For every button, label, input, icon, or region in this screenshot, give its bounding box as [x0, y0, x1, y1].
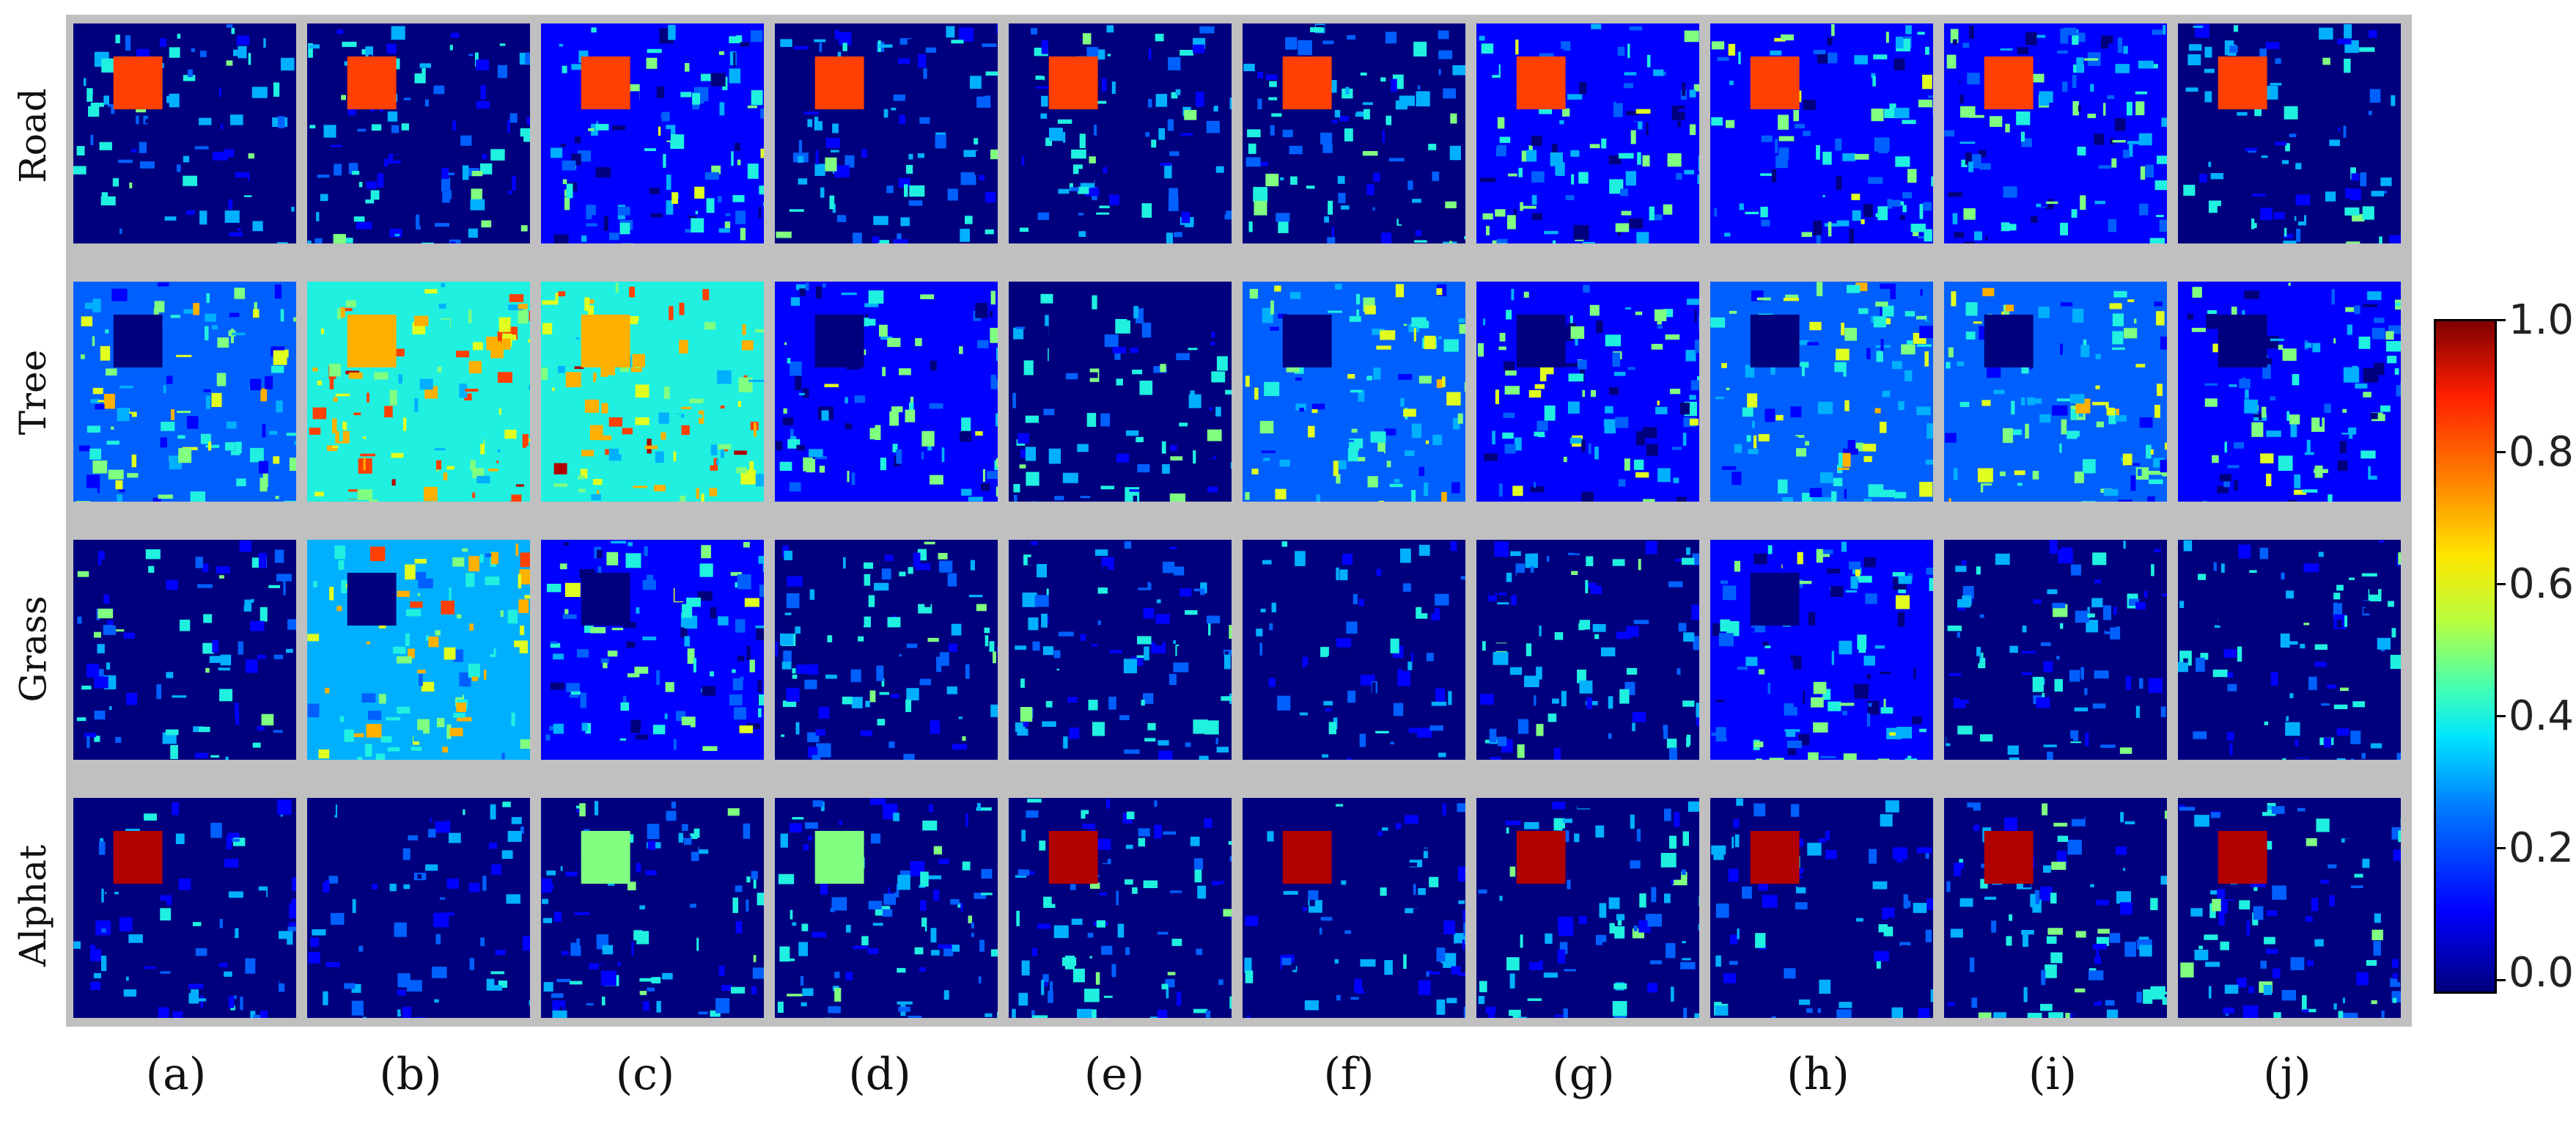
- colorbar-tick-label: 0.8: [2509, 428, 2575, 476]
- abundance-map-tile: [1476, 798, 1699, 1018]
- abundance-map-tile: [541, 540, 764, 760]
- abundance-map-tile: [1944, 23, 2167, 243]
- row-label-grass: Grass: [12, 596, 55, 703]
- column-label-a: (a): [145, 1049, 207, 1100]
- row-label-tree: Tree: [12, 349, 54, 436]
- abundance-map-tile: [1710, 23, 1933, 243]
- abundance-map-tile: [775, 798, 998, 1018]
- abundance-map-tile: [73, 23, 296, 243]
- abundance-map-tile: [307, 282, 530, 502]
- column-label-b: (b): [379, 1049, 442, 1100]
- colorbar-tick-label: 0.2: [2509, 824, 2575, 872]
- abundance-map-grid: [66, 15, 2412, 1027]
- abundance-map-tile: [1944, 540, 2167, 760]
- abundance-map-tile: [775, 282, 998, 502]
- abundance-map-tile: [1009, 798, 1232, 1018]
- abundance-map-tile: [1243, 540, 1465, 760]
- abundance-map-tile: [1243, 282, 1465, 502]
- abundance-map-tile: [1009, 23, 1232, 243]
- abundance-map-tile: [1009, 282, 1232, 502]
- colorbar-tickmark: [2497, 847, 2506, 849]
- column-label-e: (e): [1083, 1049, 1145, 1100]
- colorbar-tickmark: [2497, 583, 2506, 585]
- abundance-map-tile: [1009, 540, 1232, 760]
- abundance-map-tile: [73, 540, 296, 760]
- colorbar-tick-label: 0.4: [2509, 692, 2575, 740]
- abundance-map-tile: [2178, 23, 2401, 243]
- column-label-h: (h): [1786, 1049, 1850, 1100]
- abundance-map-tile: [1243, 798, 1465, 1018]
- colorbar: 1.0 0.8 0.6 0.4 0.2 0.0: [2426, 300, 2576, 997]
- row-label-road: Road: [12, 88, 55, 183]
- abundance-map-tile: [307, 23, 530, 243]
- abundance-map-tile: [307, 798, 530, 1018]
- abundance-map-tile: [541, 798, 764, 1018]
- colorbar-gradient: [2434, 319, 2497, 994]
- abundance-map-tile: [1476, 540, 1699, 760]
- abundance-map-tile: [775, 540, 998, 760]
- column-label-i: (i): [2028, 1049, 2077, 1100]
- abundance-map-tile: [2178, 540, 2401, 760]
- column-label-g: (g): [1552, 1049, 1615, 1100]
- abundance-map-tile: [307, 540, 530, 760]
- row-label-alphat: Alphat: [12, 844, 54, 967]
- abundance-map-tile: [1944, 798, 2167, 1018]
- abundance-map-tile: [1710, 282, 1933, 502]
- colorbar-tickmark: [2497, 451, 2506, 453]
- abundance-map-tile: [1243, 23, 1465, 243]
- abundance-map-tile: [1710, 798, 1933, 1018]
- abundance-map-tile: [2178, 282, 2401, 502]
- abundance-map-tile: [775, 23, 998, 243]
- column-label-j: (j): [2263, 1049, 2311, 1100]
- abundance-map-tile: [541, 282, 764, 502]
- abundance-map-tile: [73, 282, 296, 502]
- colorbar-tick-label: 0.0: [2509, 949, 2575, 997]
- colorbar-tick-label: 0.6: [2509, 560, 2575, 608]
- abundance-map-tile: [1944, 282, 2167, 502]
- colorbar-tickmark: [2497, 319, 2506, 321]
- column-label-f: (f): [1323, 1049, 1375, 1100]
- abundance-map-tile: [1476, 282, 1699, 502]
- colorbar-tickmark: [2497, 979, 2506, 981]
- abundance-map-tile: [2178, 798, 2401, 1018]
- abundance-map-tile: [1476, 23, 1699, 243]
- abundance-map-tile: [73, 798, 296, 1018]
- abundance-map-tile: [541, 23, 764, 243]
- colorbar-tickmark: [2497, 715, 2506, 717]
- column-label-d: (d): [848, 1049, 911, 1100]
- abundance-map-tile: [1710, 540, 1933, 760]
- colorbar-tick-label: 1.0: [2509, 296, 2575, 344]
- column-label-c: (c): [615, 1049, 675, 1100]
